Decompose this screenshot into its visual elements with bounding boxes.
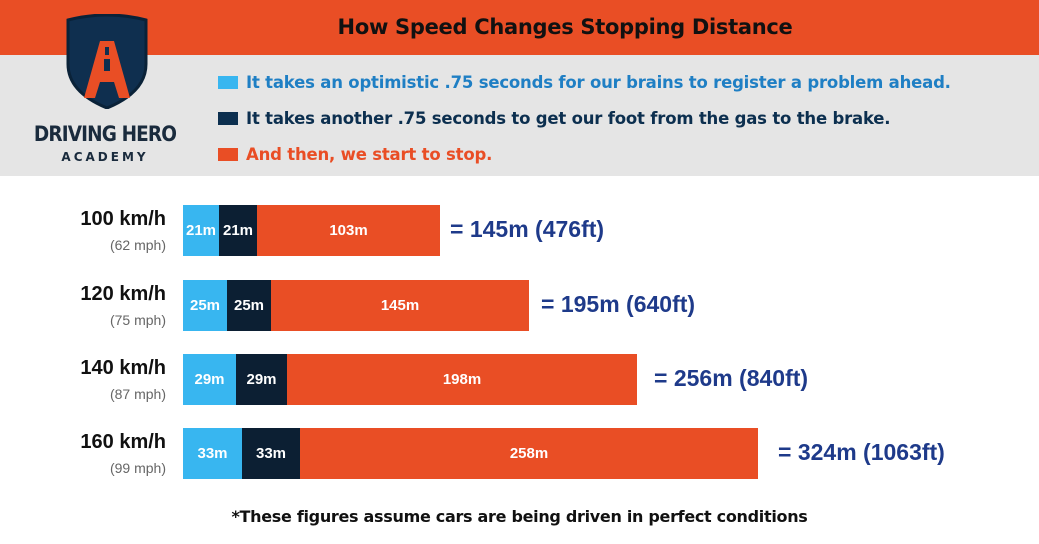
bar-segment-braking: 145m	[271, 280, 529, 331]
legend-item-reaction: It takes an optimistic .75 seconds for o…	[218, 70, 951, 94]
chart-title: How Speed Changes Stopping Distance	[337, 15, 793, 39]
speed-label: 120 km/h	[80, 283, 166, 305]
stacked-bar: 29m 29m 198m	[183, 354, 637, 405]
legend-swatch-reaction	[218, 75, 238, 89]
legend-item-braking: And then, we start to stop.	[218, 142, 492, 166]
mph-label: (87 mph)	[109, 386, 166, 402]
mph-label: (99 mph)	[109, 460, 166, 476]
logo: DRIVING HERO ACADEMY	[0, 0, 210, 176]
legend-text: It takes an optimistic .75 seconds for o…	[246, 72, 951, 92]
legend-swatch-foot	[218, 111, 238, 125]
bar-segment-reaction: 29m	[183, 354, 236, 405]
logo-subtitle: ACADEMY	[61, 150, 149, 164]
legend-text: And then, we start to stop.	[246, 144, 493, 164]
bar-segment-braking: 198m	[287, 354, 637, 405]
bar-segment-foot: 33m	[242, 428, 300, 479]
total-distance: = 256m (840ft)	[654, 365, 809, 391]
bar-segment-braking: 103m	[257, 205, 440, 256]
total-distance: = 145m (476ft)	[450, 216, 605, 242]
mph-label: (62 mph)	[109, 237, 166, 253]
bar-segment-foot: 21m	[219, 205, 257, 256]
mph-label: (75 mph)	[109, 312, 166, 328]
stacked-bar: 21m 21m 103m	[183, 205, 440, 256]
speed-label: 160 km/h	[80, 431, 166, 453]
speed-label: 140 km/h	[80, 357, 166, 379]
total-distance: = 324m (1063ft)	[778, 439, 945, 465]
legend-item-foot: It takes another .75 seconds to get our …	[218, 106, 891, 130]
bar-segment-reaction: 33m	[183, 428, 242, 479]
legend-swatch-braking	[218, 147, 238, 161]
speed-label: 100 km/h	[80, 208, 166, 230]
header-bar	[0, 0, 1039, 55]
bar-segment-reaction: 21m	[183, 205, 219, 256]
bar-segment-foot: 25m	[227, 280, 271, 331]
total-distance: = 195m (640ft)	[541, 291, 696, 317]
stacked-bar: 25m 25m 145m	[183, 280, 529, 331]
logo-name: DRIVING HERO	[33, 122, 177, 146]
bar-segment-foot: 29m	[236, 354, 287, 405]
bar-segment-reaction: 25m	[183, 280, 227, 331]
legend-band	[0, 55, 1039, 176]
bar-segment-braking: 258m	[300, 428, 758, 479]
stacked-bar: 33m 33m 258m	[183, 428, 758, 479]
shield-road-icon	[66, 14, 148, 109]
footnote: *These figures assume cars are being dri…	[231, 507, 808, 526]
legend-text: It takes another .75 seconds to get our …	[246, 108, 891, 128]
